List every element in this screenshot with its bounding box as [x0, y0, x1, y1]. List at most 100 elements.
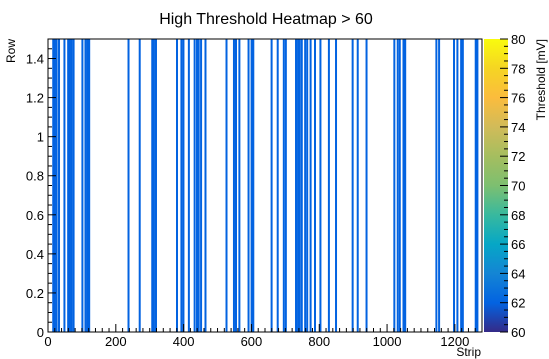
heatmap-cell: [396, 38, 399, 333]
heatmap-cell: [232, 38, 235, 333]
heatmap-cell: [327, 38, 330, 333]
heatmap-cell: [196, 38, 199, 333]
z-tick-label: 62: [511, 296, 525, 311]
heatmap-cell: [152, 38, 155, 333]
z-tick-label: 76: [511, 91, 525, 106]
heatmap-cell: [187, 38, 190, 333]
heatmap-cell: [86, 38, 89, 333]
y-axis-label: Row: [4, 39, 18, 63]
z-tick-label: 72: [511, 149, 525, 164]
z-tick-label: 80: [511, 32, 525, 47]
heatmap-cell: [176, 38, 179, 333]
heatmap-cell: [435, 38, 438, 333]
heatmap-cell: [68, 38, 71, 333]
heatmap-cell: [282, 38, 285, 333]
heatmap-cell: [182, 38, 185, 333]
heatmap-cell: [398, 38, 401, 333]
heatmap-cell: [402, 38, 405, 333]
y-tick-label: 0.4: [26, 247, 44, 262]
heatmap-cell: [309, 38, 312, 333]
heatmap-cell: [351, 38, 354, 333]
y-tick-label: 0.8: [26, 169, 44, 184]
heatmap-cell: [319, 38, 322, 333]
y-tick-label: 1: [37, 130, 44, 145]
heatmap-cell: [461, 38, 464, 333]
z-tick-label: 60: [511, 325, 525, 340]
heatmap-cell: [300, 38, 303, 333]
plot-background: [48, 39, 482, 332]
y-axis: 0 0.2 0.4 0.6 0.8 1 1.2 1.4: [26, 38, 56, 340]
y-tick-label: 1.4: [26, 52, 44, 67]
heatmap-cell: [84, 38, 87, 333]
heatmap-cell: [52, 38, 55, 333]
heatmap-cell: [474, 38, 477, 333]
heatmap-cell: [197, 38, 200, 333]
y-tick-label: 0.2: [26, 286, 44, 301]
color-scale-label: Threshold [mV]: [534, 39, 548, 120]
x-tick-label: 0: [44, 334, 51, 349]
x-tick-label: 400: [173, 334, 195, 349]
z-tick-label: 74: [511, 120, 525, 135]
heatmap-cell: [58, 38, 61, 333]
heatmap-cell: [180, 38, 183, 333]
y-tick-label: 1.2: [26, 91, 44, 106]
heatmap-cell: [460, 38, 463, 333]
heatmap-cell: [393, 38, 396, 333]
heatmap-cell: [306, 38, 309, 333]
x-tick-label: 200: [105, 334, 127, 349]
heatmap-cell: [250, 38, 253, 333]
heatmap-cell: [476, 38, 479, 333]
heatmap-cell: [453, 38, 456, 333]
heatmap-cell: [247, 38, 250, 333]
heatmap-cell: [81, 38, 84, 333]
heatmap-cell: [238, 38, 241, 333]
heatmap-cell: [298, 38, 301, 333]
color-scale: 60 62 64 66 68 70 72 74 76 78 80: [484, 32, 525, 340]
z-tick-label: 78: [511, 61, 525, 76]
heatmap-cell: [235, 38, 238, 333]
x-tick-label: 800: [308, 334, 330, 349]
heatmap-cell: [335, 38, 338, 333]
heatmap-cell: [276, 38, 279, 333]
x-tick-label: 1000: [373, 334, 402, 349]
heatmap-cell: [151, 38, 154, 333]
heatmap-cell: [314, 38, 317, 333]
heatmap-cell: [70, 38, 73, 333]
heatmap-cell: [193, 38, 196, 333]
x-tick-label: 600: [241, 334, 263, 349]
z-tick-label: 68: [511, 208, 525, 223]
heatmap-cell: [295, 38, 298, 333]
z-tick-label: 70: [511, 179, 525, 194]
heatmap-cell: [404, 38, 407, 333]
heatmap-cell: [284, 38, 287, 333]
heatmap-cell: [304, 38, 307, 333]
chart-title: High Threshold Heatmap > 60: [159, 11, 373, 28]
heatmap-cell: [225, 38, 228, 333]
heatmap-cell: [67, 38, 70, 333]
heatmap-cell: [356, 38, 359, 333]
y-tick-label: 0.6: [26, 208, 44, 223]
heatmap-cell: [63, 38, 66, 333]
heatmap-cell: [53, 38, 56, 333]
heatmap-cell: [200, 38, 203, 333]
x-tick-label: 1200: [440, 334, 469, 349]
heatmap-cell: [456, 38, 459, 333]
heatmap-cell: [252, 38, 255, 333]
heatmap-cell: [270, 38, 273, 333]
x-axis-label: Strip: [456, 345, 481, 359]
heatmap-cell: [204, 38, 207, 333]
x-axis: 0 200 400 600 800 1000 1200: [44, 324, 483, 349]
color-scale-ticks: 60 62 64 66 68 70 72 74 76 78 80: [500, 32, 525, 340]
heatmap-cell: [72, 38, 75, 333]
heatmap-cell: [55, 38, 58, 333]
heatmap-cell: [297, 38, 300, 333]
heatmap-cell: [365, 38, 368, 333]
plot-area: [47, 38, 483, 333]
heatmap-cell: [154, 38, 157, 333]
heatmap-cell: [438, 38, 441, 333]
y-tick-label: 0: [37, 325, 44, 340]
heatmap-cell: [88, 38, 91, 333]
heatmap-cell: [127, 38, 130, 333]
heatmap-cell: [138, 38, 141, 333]
